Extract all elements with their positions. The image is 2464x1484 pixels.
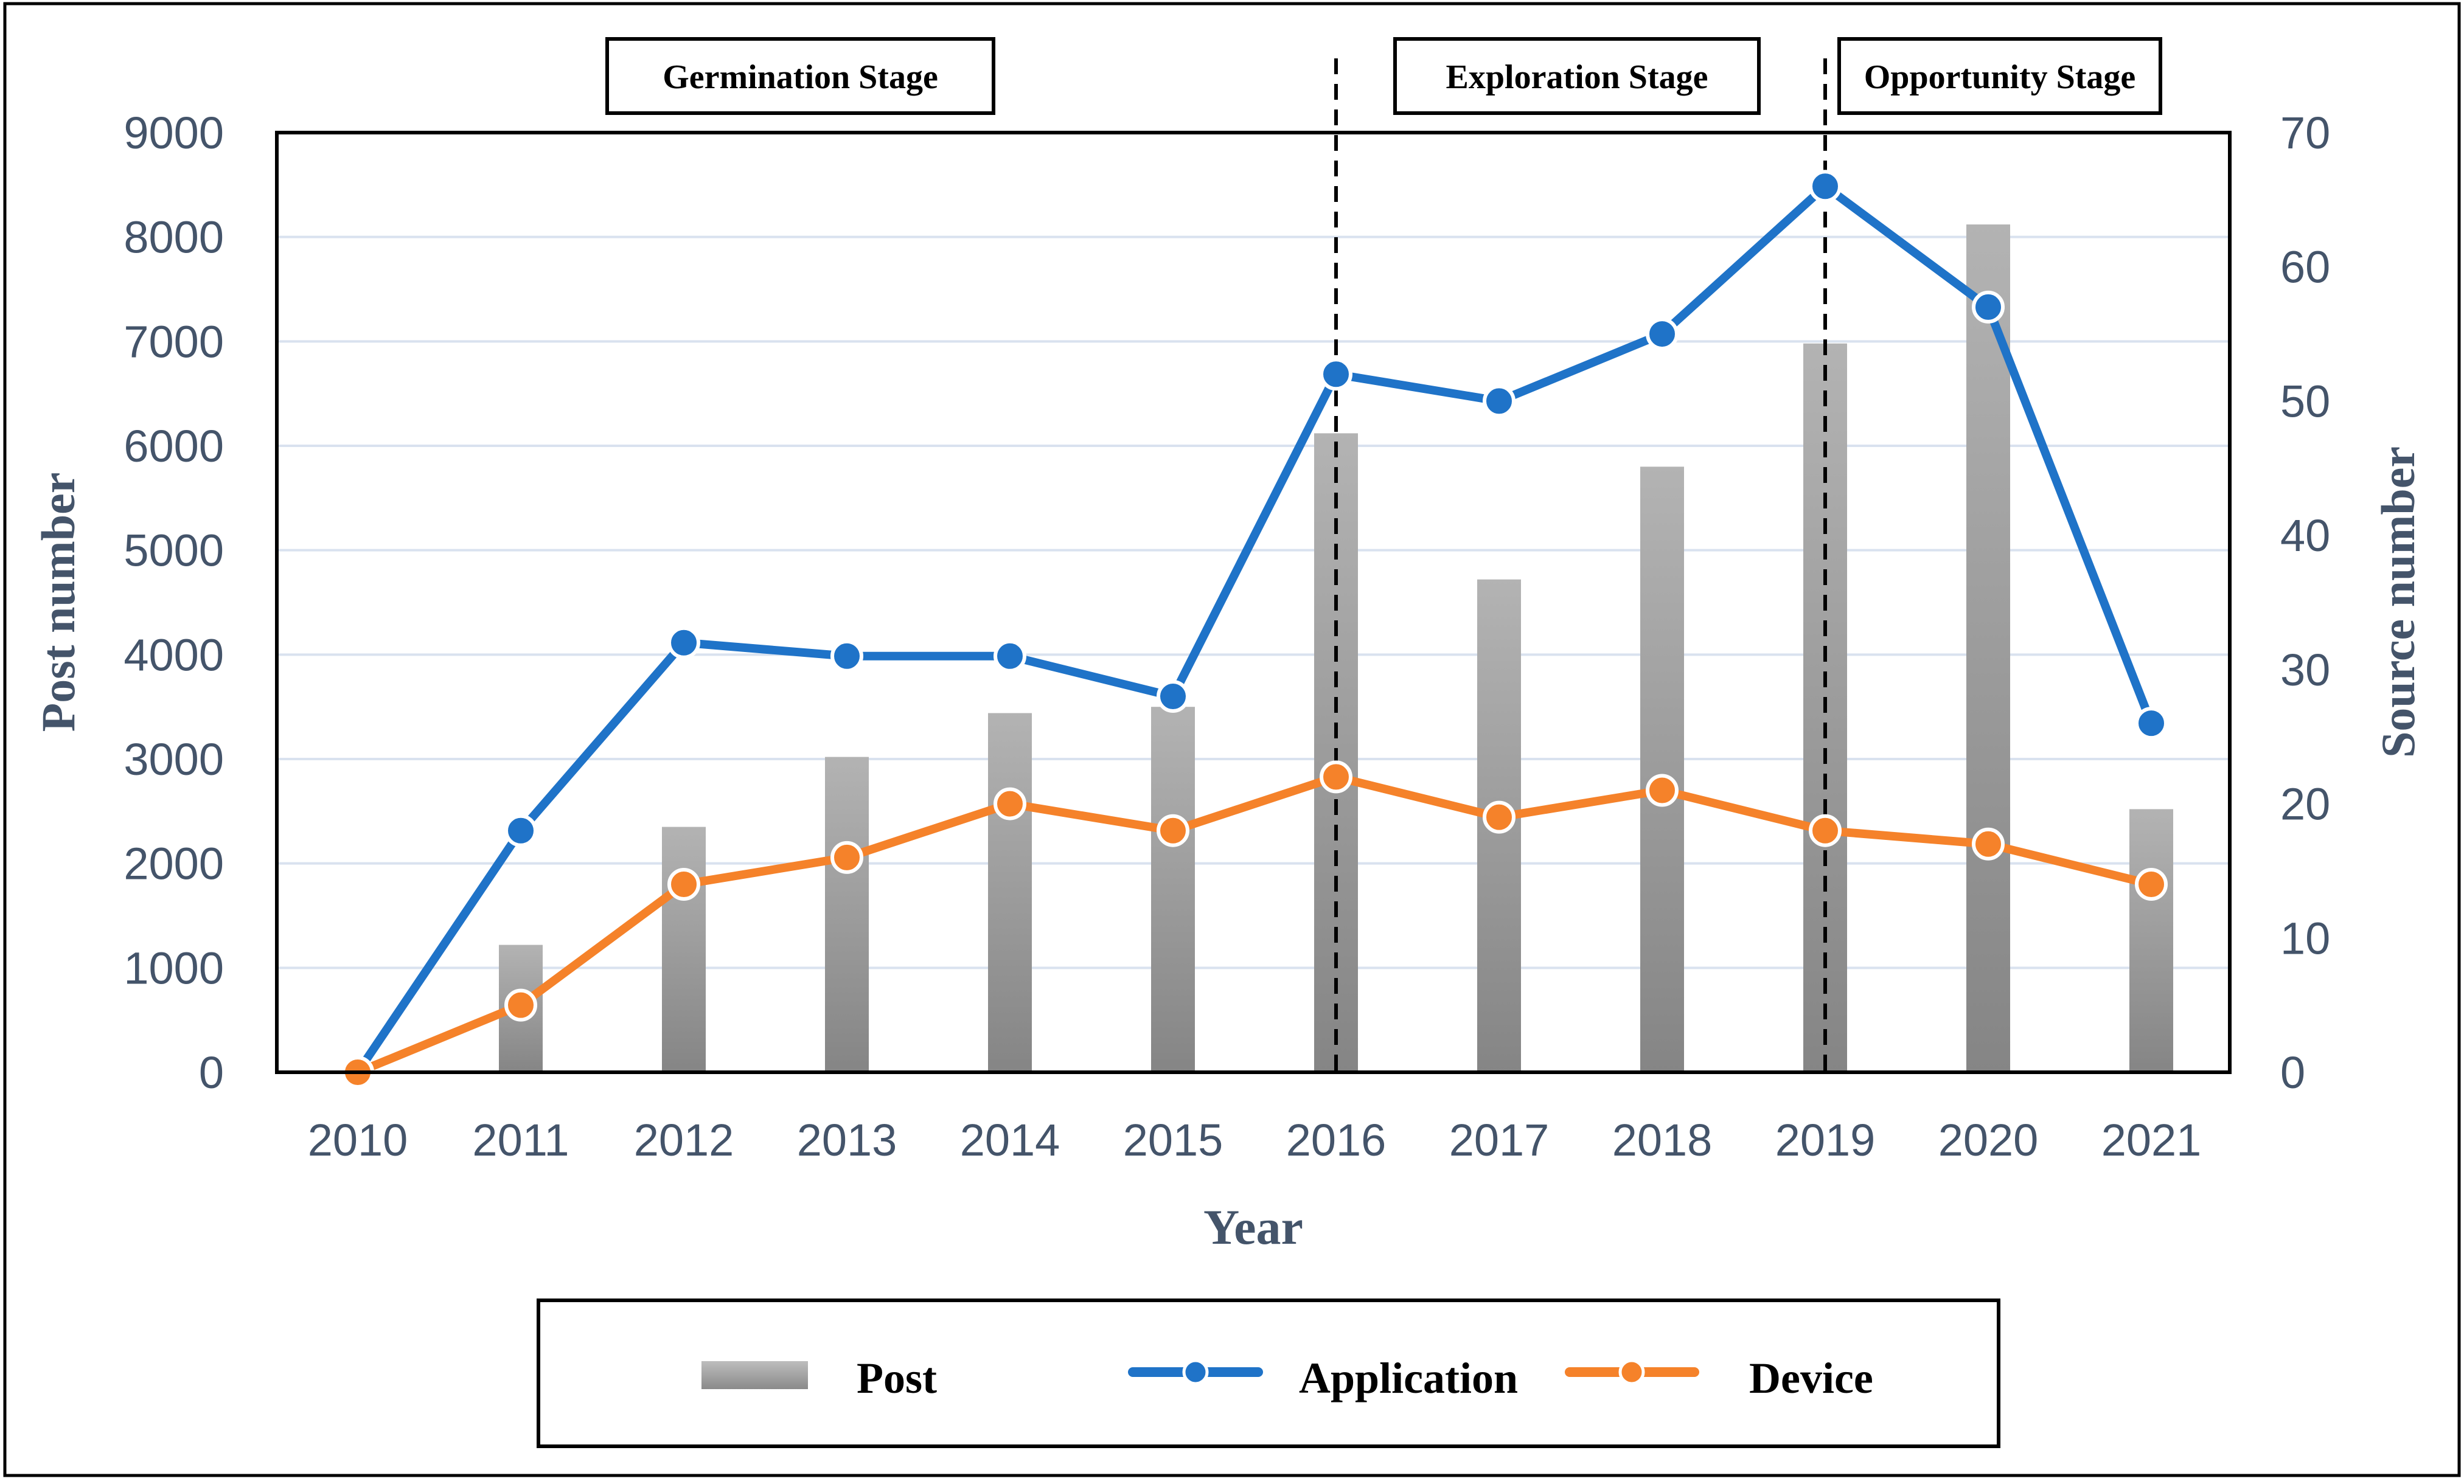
- y-tick-label: 9000: [124, 108, 224, 158]
- y2-tick-label: 0: [2280, 1047, 2305, 1098]
- y2-tick-label: 20: [2280, 779, 2330, 830]
- x-tick-label: 2016: [1286, 1115, 1387, 1165]
- application-point: [2135, 707, 2168, 740]
- left-axis-ticks: 0 1000 2000 3000 4000 5000 6000 7000 8000 9000: [124, 108, 224, 1098]
- y-tick-label: 1000: [124, 943, 224, 993]
- x-tick-label: 2014: [960, 1115, 1060, 1165]
- application-point: [1809, 170, 1842, 203]
- y2-tick-label: 60: [2280, 242, 2330, 293]
- gridlines: [277, 235, 2230, 969]
- x-tick-label: 2011: [472, 1115, 569, 1165]
- application-point: [504, 814, 537, 847]
- legend-post-swatch: [701, 1361, 808, 1389]
- device-point: [1809, 814, 1842, 847]
- y2-tick-label: 70: [2280, 108, 2330, 158]
- post-bar: [2129, 809, 2173, 1072]
- device-point: [1157, 814, 1189, 847]
- x-tick-label: 2018: [1612, 1115, 1713, 1165]
- application-point: [1646, 317, 1679, 351]
- post-bar: [1966, 224, 2010, 1073]
- x-tick-label: 2010: [308, 1115, 408, 1165]
- x-tick-label: 2015: [1123, 1115, 1223, 1165]
- y-tick-label: 8000: [124, 212, 224, 263]
- device-point: [994, 787, 1026, 820]
- x-axis-title: Year: [1203, 1199, 1303, 1255]
- stage-dividers: [1334, 58, 1827, 1072]
- post-bar: [1640, 466, 1684, 1072]
- x-tick-label: 2019: [1775, 1115, 1876, 1165]
- figure-frame: [3, 2, 2461, 1477]
- application-point: [1483, 384, 1516, 418]
- device-point: [1972, 827, 2005, 861]
- application-point: [1157, 680, 1189, 713]
- plot-frame: [275, 131, 2232, 1074]
- device-point: [667, 868, 700, 901]
- device-point: [830, 841, 863, 874]
- stage-label: Opportunity Stage: [1864, 58, 2136, 96]
- legend-application-label: Application: [1299, 1354, 1518, 1403]
- post-bar: [662, 827, 706, 1072]
- y2-tick-label: 30: [2280, 645, 2330, 695]
- post-bar: [1151, 707, 1195, 1072]
- stage-label: Exploration Stage: [1446, 58, 1708, 96]
- y-tick-label: 3000: [124, 734, 224, 785]
- x-axis-ticks: 2010 2011 2012 2013 2014 2015 2016 2017 2018 2019…: [308, 1115, 2202, 1165]
- y2-tick-label: 40: [2280, 510, 2330, 561]
- y-tick-label: 7000: [124, 316, 224, 367]
- stage-label: Germination Stage: [663, 58, 938, 96]
- device-line: [353, 772, 2156, 1077]
- y-tick-label: 4000: [124, 629, 224, 680]
- y-tick-label: 0: [199, 1047, 224, 1098]
- legend-device-marker: [1618, 1359, 1645, 1385]
- device-point: [504, 988, 537, 1022]
- legend-device-label: Device: [1749, 1354, 1873, 1403]
- application-point: [994, 639, 1026, 673]
- stage-labels: Germination Stage Exploration Stage Opport…: [605, 37, 2162, 115]
- x-tick-label: 2020: [1938, 1115, 2039, 1165]
- x-tick-label: 2017: [1449, 1115, 1550, 1165]
- x-tick-label: 2012: [634, 1115, 734, 1165]
- y2-tick-label: 10: [2280, 913, 2330, 963]
- application-point: [667, 626, 700, 659]
- stage-label-box: [1393, 37, 1761, 115]
- device-point: [2135, 868, 2168, 901]
- post-bar: [988, 713, 1032, 1072]
- legend: Post Application Device: [537, 1298, 2000, 1448]
- stage-label-box: [605, 37, 995, 115]
- y-tick-label: 2000: [124, 839, 224, 889]
- device-point: [1320, 760, 1352, 794]
- device-point: [1483, 800, 1516, 834]
- y2-tick-label: 50: [2280, 376, 2330, 426]
- application-point: [1972, 290, 2005, 324]
- stage-label-box: [1837, 37, 2162, 115]
- legend-application-marker: [1182, 1359, 1209, 1385]
- application-point: [830, 639, 863, 673]
- x-tick-label: 2013: [797, 1115, 897, 1165]
- post-bar: [825, 757, 869, 1072]
- legend-post-label: Post: [857, 1354, 937, 1403]
- y2-axis-title: Source number: [2372, 446, 2424, 758]
- series-points: [341, 170, 2168, 1089]
- y-tick-label: 5000: [124, 525, 224, 576]
- application-line: [353, 182, 2156, 1077]
- y-tick-label: 6000: [124, 421, 224, 471]
- y-axis-title: Post number: [32, 473, 85, 732]
- application-point: [1320, 358, 1352, 391]
- right-axis-ticks: 0 10 20 30 40 50 60 70: [2280, 108, 2330, 1098]
- x-tick-label: 2021: [2101, 1115, 2202, 1165]
- series-lines: [353, 182, 2156, 1077]
- device-point: [1646, 774, 1679, 807]
